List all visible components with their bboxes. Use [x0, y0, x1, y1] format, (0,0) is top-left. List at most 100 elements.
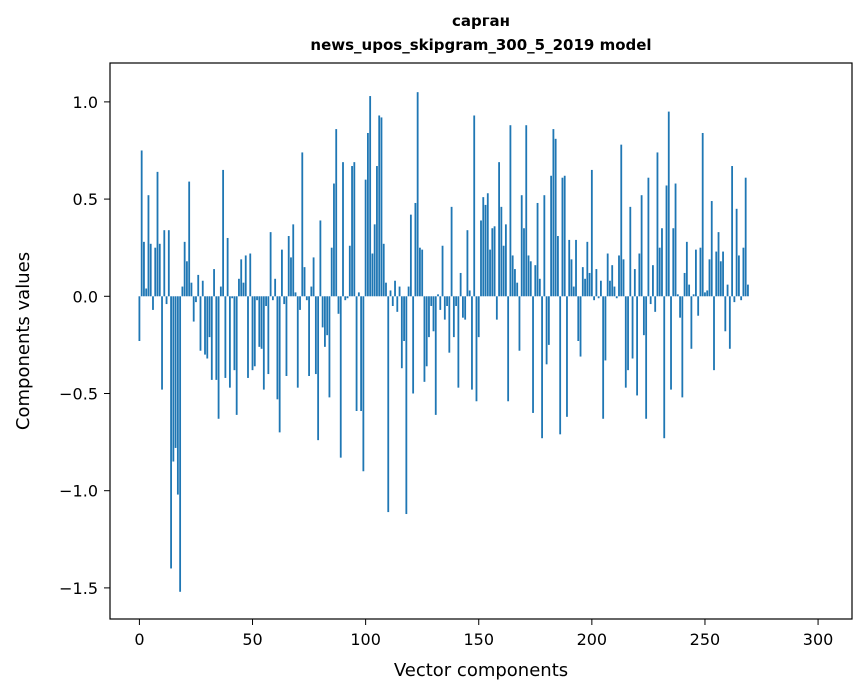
bar [722, 251, 724, 297]
bar [491, 228, 494, 297]
bar [251, 296, 254, 371]
bar [654, 296, 657, 312]
chart-title: сарган [452, 12, 510, 30]
bar [466, 230, 469, 297]
bar [534, 265, 537, 297]
bar [235, 296, 238, 415]
bar [346, 296, 349, 299]
bar [500, 206, 503, 297]
bar [701, 132, 704, 297]
bar [550, 175, 553, 297]
bar [308, 296, 310, 376]
bar [394, 280, 396, 297]
bar [523, 228, 525, 297]
bar [480, 220, 482, 297]
bar [208, 296, 211, 338]
bar [446, 296, 448, 307]
chart-subtitle: news_upos_skipgram_300_5_2019 model [310, 36, 651, 54]
bar [685, 241, 688, 297]
bar [541, 296, 543, 439]
bar [502, 245, 505, 297]
bar [165, 296, 168, 305]
bar [452, 296, 455, 338]
plot-frame [109, 62, 853, 620]
bar [414, 202, 417, 297]
bar [599, 280, 602, 297]
bar [498, 162, 500, 297]
bar [172, 296, 175, 462]
bar [228, 296, 231, 388]
bar [328, 296, 331, 398]
bar [525, 125, 528, 297]
bar [570, 259, 573, 297]
bar [529, 261, 532, 297]
bar [471, 296, 473, 390]
bar [674, 183, 677, 297]
bar [371, 253, 374, 297]
bar [247, 296, 249, 378]
bar [296, 296, 299, 388]
bar [351, 166, 353, 297]
bar [364, 179, 367, 297]
bar [342, 162, 344, 297]
bar [443, 296, 446, 320]
bar [339, 296, 342, 458]
bar [475, 296, 478, 402]
bar [267, 296, 270, 375]
bar [278, 296, 281, 433]
bar [613, 286, 616, 297]
bar [380, 117, 383, 297]
bar [419, 247, 421, 297]
bar [667, 111, 670, 297]
bar [305, 296, 308, 301]
bar [210, 296, 213, 380]
bar [432, 296, 435, 332]
bar [509, 125, 512, 297]
bar [744, 177, 747, 297]
bar [344, 296, 347, 301]
bar [299, 296, 301, 310]
bar [147, 195, 150, 297]
bar [231, 296, 234, 299]
bar [448, 296, 451, 353]
bar [409, 214, 412, 297]
bar [538, 278, 541, 297]
bar [423, 296, 426, 382]
bar [215, 296, 218, 380]
bar [149, 243, 152, 297]
y-axis-label: Components values [13, 252, 34, 430]
bar [326, 296, 329, 336]
y-axis-ticks: −1.5 −1.0 −0.5 0.0 0.5 1.0 [59, 93, 110, 598]
bar [710, 201, 713, 297]
bar [663, 296, 666, 439]
bar [199, 296, 202, 351]
x-tick-label: 100 [350, 630, 381, 649]
bar [575, 239, 577, 297]
bar [695, 249, 697, 297]
bar [559, 296, 562, 435]
x-tick-label: 50 [242, 630, 262, 649]
bar [552, 129, 555, 297]
bar [416, 92, 419, 297]
bar [665, 185, 668, 297]
bar [514, 269, 516, 297]
bar [629, 206, 632, 297]
bar [192, 296, 195, 322]
bar [357, 292, 360, 297]
bar [217, 296, 220, 419]
bar [195, 296, 197, 303]
bar [658, 247, 661, 297]
bar [369, 96, 372, 297]
bar [190, 282, 193, 297]
bar [670, 296, 672, 390]
bar [301, 152, 304, 297]
bar [717, 232, 720, 297]
bar [507, 296, 510, 402]
bar [566, 296, 568, 417]
bar [609, 280, 611, 297]
bar [167, 230, 170, 297]
bar [656, 152, 659, 297]
bar [317, 296, 320, 441]
bar [615, 296, 618, 299]
